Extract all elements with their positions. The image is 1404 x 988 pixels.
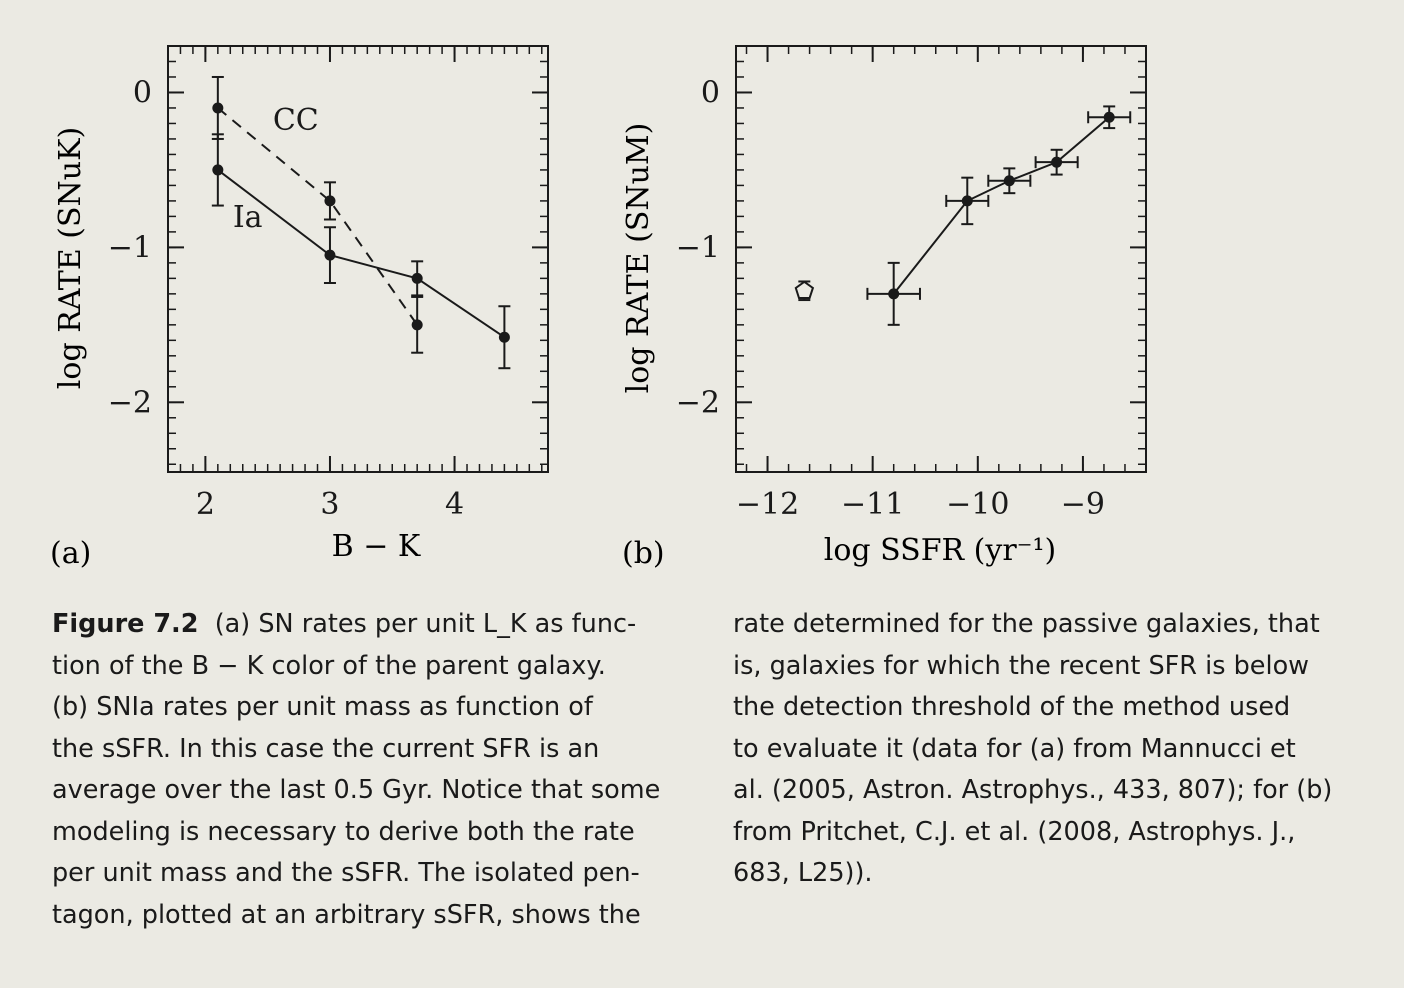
data-point	[324, 249, 336, 261]
panel-a-frame	[167, 45, 549, 473]
caption-line: is, galaxies for which the recent SFR is…	[733, 650, 1310, 681]
caption-line: modeling is necessary to derive both the…	[52, 816, 635, 847]
caption-right-column: rate determined for the passive galaxies…	[733, 604, 1373, 895]
data-point	[1051, 156, 1063, 168]
x-tick-label: −9	[1061, 487, 1105, 522]
panel-a-xlabel: B − K	[332, 529, 421, 564]
caption-line: 683, L25)).	[733, 858, 873, 888]
data-point	[411, 272, 423, 284]
series-line	[217, 169, 505, 339]
panel-a-ticks: 2 3 4 0 −1 −2	[108, 45, 548, 522]
caption-line: tagon, plotted at an arbitrary sSFR, sho…	[52, 899, 641, 930]
x-tick-label: −10	[946, 487, 1009, 522]
y-tick-label: 0	[133, 75, 152, 110]
caption-line: from Pritchet, C.J. et al. (2008, Astrop…	[733, 816, 1296, 847]
data-point	[212, 102, 224, 114]
caption-line: the sSFR. In this case the current SFR i…	[52, 733, 600, 764]
x-tick-label: 4	[445, 487, 464, 522]
caption-line: (b) SNIa rates per unit mass as function…	[52, 692, 593, 722]
panel-a-ylabel: log RATE (SNuK)	[53, 127, 88, 389]
caption-line: average over the last 0.5 Gyr. Notice th…	[52, 775, 661, 805]
panel-b-xlabel: log SSFR (yr⁻¹)	[824, 533, 1056, 568]
caption-left-column: Figure 7.2 (a) SN rates per unit L_K as …	[52, 604, 702, 936]
caption-line: Figure 7.2 (a) SN rates per unit L_K as …	[52, 604, 702, 646]
x-tick-label: 3	[320, 487, 339, 522]
panel-a: 2 3 4 0 −1 −2 CC Ia (a) B − K log RATE (SNuK)	[50, 45, 549, 571]
panel-b-marks	[794, 105, 1132, 326]
x-tick-label: −11	[841, 487, 904, 522]
caption-line: the detection threshold of the method us…	[733, 692, 1291, 722]
y-tick-label: −2	[676, 385, 720, 420]
data-point	[498, 331, 510, 343]
panel-b-ylabel: log RATE (SNuM)	[621, 123, 656, 394]
caption-line: rate determined for the passive galaxies…	[733, 609, 1320, 639]
caption-text: (a) SN rates per unit L_K as func-	[214, 609, 637, 639]
data-point	[324, 195, 336, 207]
panel-b-ticks: −12 −11 −10 −9 0 −1 −2	[676, 45, 1147, 522]
caption-line: per unit mass and the sSFR. The isolated…	[52, 858, 640, 888]
panel-a-label: (a)	[50, 536, 91, 571]
x-tick-label: −12	[736, 487, 799, 522]
y-tick-label: −1	[676, 230, 720, 265]
series-line	[892, 116, 1110, 295]
data-point	[1103, 111, 1115, 123]
data-point	[961, 195, 973, 207]
panel-b: −12 −11 −10 −9 0 −1 −2 (b) log SSFR (yr⁻¹) log…	[621, 45, 1147, 571]
caption-line: to evaluate it (data for (a) from Mannuc…	[733, 733, 1296, 764]
panel-a-marks: CC Ia	[211, 75, 511, 370]
figure-label: Figure 7.2	[52, 609, 199, 639]
data-point	[411, 319, 423, 331]
panel-b-label: (b)	[622, 536, 665, 571]
panel-b-frame	[735, 45, 1147, 473]
caption-line: al. (2005, Astron. Astrophys., 433, 807)…	[733, 775, 1333, 805]
y-tick-label: −2	[108, 385, 152, 420]
series-label: CC	[273, 103, 319, 138]
data-point	[1003, 175, 1015, 187]
caption-line: tion of the B − K color of the parent ga…	[52, 650, 606, 681]
series-line	[217, 107, 418, 326]
data-point	[212, 164, 224, 176]
y-tick-label: −1	[108, 230, 152, 265]
pentagon-marker	[794, 280, 815, 299]
data-point	[888, 288, 900, 300]
series-label: Ia	[233, 200, 263, 235]
y-tick-label: 0	[701, 75, 720, 110]
x-tick-label: 2	[196, 487, 215, 522]
